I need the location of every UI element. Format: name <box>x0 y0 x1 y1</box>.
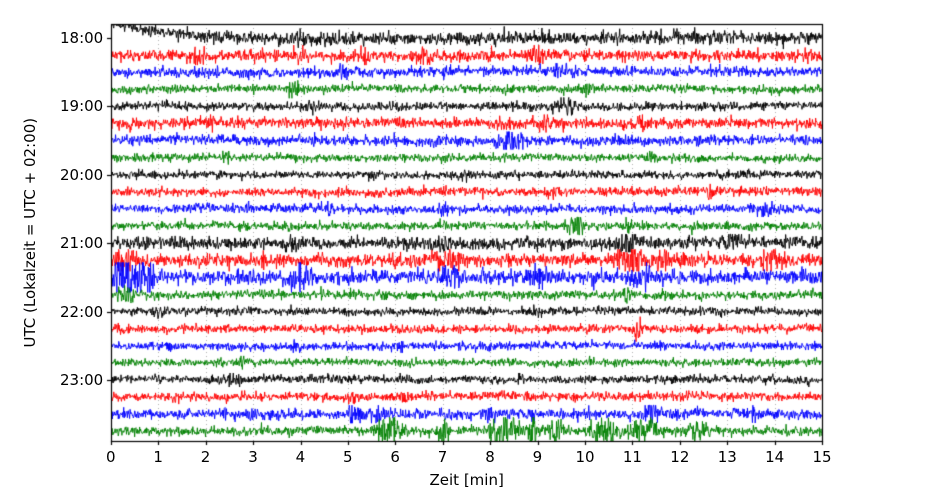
x-tick-label: 9 <box>532 448 543 466</box>
x-tick-label: 11 <box>622 448 642 466</box>
x-tick-label: 13 <box>717 448 737 466</box>
y-tick-label: 23:00 <box>60 371 104 389</box>
x-tick-label: 2 <box>200 448 211 466</box>
x-axis-label: Zeit [min] <box>429 471 504 489</box>
x-tick-label: 6 <box>390 448 400 466</box>
x-tick-label: 1 <box>153 448 163 466</box>
y-axis-label: UTC (Lokalzeit = UTC + 02:00) <box>21 117 39 348</box>
y-tick-label: 19:00 <box>60 97 104 116</box>
x-tick-label: 7 <box>437 448 448 466</box>
y-tick-label: 18:00 <box>60 29 104 47</box>
x-tick-label: 4 <box>295 448 306 466</box>
x-tick-label: 3 <box>248 448 258 466</box>
x-tick-label: 0 <box>106 448 116 466</box>
y-tick-label: 22:00 <box>60 302 104 321</box>
x-tick-label: 12 <box>670 448 690 466</box>
x-tick-label: 8 <box>485 448 495 466</box>
x-tick-label: 5 <box>343 448 353 466</box>
x-tick-label: 15 <box>812 448 832 466</box>
x-tick-label: 10 <box>575 448 595 466</box>
x-tick-label: 14 <box>765 448 785 466</box>
y-tick-label: 20:00 <box>60 165 104 184</box>
y-tick-label: 21:00 <box>60 234 104 253</box>
